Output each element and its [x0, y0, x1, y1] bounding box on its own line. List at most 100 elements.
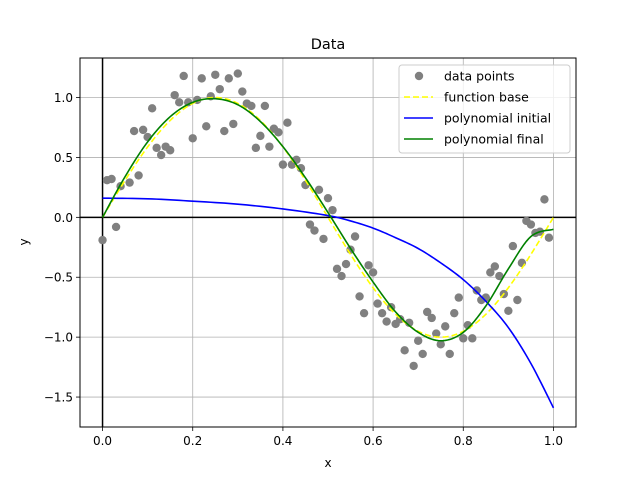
- data-point: [224, 74, 233, 83]
- scatter-series: [98, 69, 554, 371]
- data-point: [107, 174, 116, 184]
- data-point: [450, 308, 459, 318]
- data-point: [274, 128, 283, 137]
- data-point: [283, 118, 292, 127]
- data-point: [427, 313, 436, 323]
- data-point: [368, 268, 378, 277]
- data-point: [350, 232, 360, 241]
- data-point: [129, 126, 139, 136]
- data-point: [540, 195, 549, 204]
- x-axis-ticks: 0.0 0.2 0.4 0.6 0.8 1.0: [93, 427, 563, 448]
- legend: data points function base polynomial initi…: [398, 64, 571, 154]
- data-point: [251, 143, 261, 153]
- data-point: [495, 271, 504, 281]
- data-point: [260, 101, 270, 111]
- data-point: [202, 122, 211, 131]
- data-point: [170, 90, 179, 100]
- legend-item: polynomial initial: [404, 111, 551, 126]
- y-tick-label: 0.5: [54, 151, 73, 165]
- data-point: [432, 329, 441, 338]
- y-axis-label: y: [17, 238, 31, 245]
- data-point: [332, 264, 342, 274]
- data-point: [472, 286, 481, 295]
- data-point: [215, 84, 224, 94]
- data-point: [355, 292, 364, 301]
- data-point: [413, 336, 423, 345]
- data-point: [188, 134, 197, 143]
- data-point: [220, 126, 229, 136]
- data-point: [445, 349, 454, 359]
- data-point: [152, 143, 161, 153]
- data-point: [508, 241, 518, 251]
- data-point: [238, 87, 247, 96]
- y-tick-label: 0.0: [54, 211, 73, 225]
- data-point: [134, 171, 143, 180]
- y-tick-label: 1.0: [54, 91, 73, 105]
- x-tick-label: 0.0: [93, 434, 112, 448]
- data-point: [377, 308, 387, 318]
- data-point: [175, 98, 184, 107]
- data-point: [319, 234, 328, 244]
- data-point: [125, 178, 134, 187]
- data-point: [323, 193, 333, 203]
- data-point: [229, 119, 238, 129]
- data-point: [138, 125, 148, 135]
- data-point: [418, 349, 427, 359]
- legend-box: [398, 64, 571, 154]
- data-point: [513, 295, 522, 305]
- plot-area: [98, 69, 555, 409]
- data-point: [314, 185, 324, 194]
- data-point: [490, 262, 500, 271]
- data-point: [423, 307, 432, 317]
- legend-label: polynomial final: [444, 132, 544, 147]
- data-point: [364, 261, 373, 270]
- chart-title: Data: [311, 37, 346, 53]
- data-point: [373, 299, 382, 308]
- data-point: [278, 160, 288, 169]
- data-point: [165, 146, 175, 155]
- data-point: [265, 142, 274, 151]
- data-point: [197, 74, 206, 83]
- legend-label: data points: [444, 69, 515, 84]
- legend-item: data points: [414, 69, 515, 84]
- x-tick-label: 1.0: [544, 434, 563, 448]
- legend-label: function base: [444, 90, 529, 105]
- x-axis-label: x: [324, 456, 331, 470]
- data-point: [256, 131, 265, 141]
- data-point: [111, 222, 121, 232]
- data-point: [454, 293, 463, 302]
- legend-item: polynomial final: [404, 132, 544, 147]
- data-point: [305, 220, 315, 229]
- data-point: [98, 235, 107, 245]
- data-point: [404, 318, 414, 327]
- data-point: [382, 317, 391, 326]
- y-tick-label: −1.0: [44, 331, 73, 345]
- x-tick-label: 0.4: [273, 434, 292, 448]
- data-point: [409, 361, 418, 371]
- data-point: [341, 259, 351, 269]
- line-series-function-base: [101, 96, 555, 338]
- x-tick-label: 0.8: [454, 434, 473, 448]
- data-point: [459, 334, 468, 343]
- x-tick-label: 0.2: [183, 434, 202, 448]
- data-point: [436, 340, 445, 349]
- axes-frame: [79, 57, 577, 428]
- data-point: [211, 70, 220, 79]
- data-point: [486, 268, 495, 277]
- line-series-polynomial-initial: [102, 197, 555, 409]
- y-tick-label: −0.5: [44, 271, 73, 285]
- data-point: [400, 346, 409, 355]
- data-point: [328, 205, 337, 215]
- data-point: [359, 308, 369, 318]
- data-point: [179, 71, 188, 81]
- data-point: [337, 271, 346, 281]
- y-tick-label: −1.5: [44, 391, 73, 405]
- data-point: [296, 164, 306, 173]
- data-point: [156, 150, 166, 160]
- data-point: [517, 258, 527, 268]
- data-point: [504, 306, 513, 315]
- data-point: [441, 322, 450, 331]
- x-tick-label: 0.6: [364, 434, 383, 448]
- data-point: [147, 104, 157, 113]
